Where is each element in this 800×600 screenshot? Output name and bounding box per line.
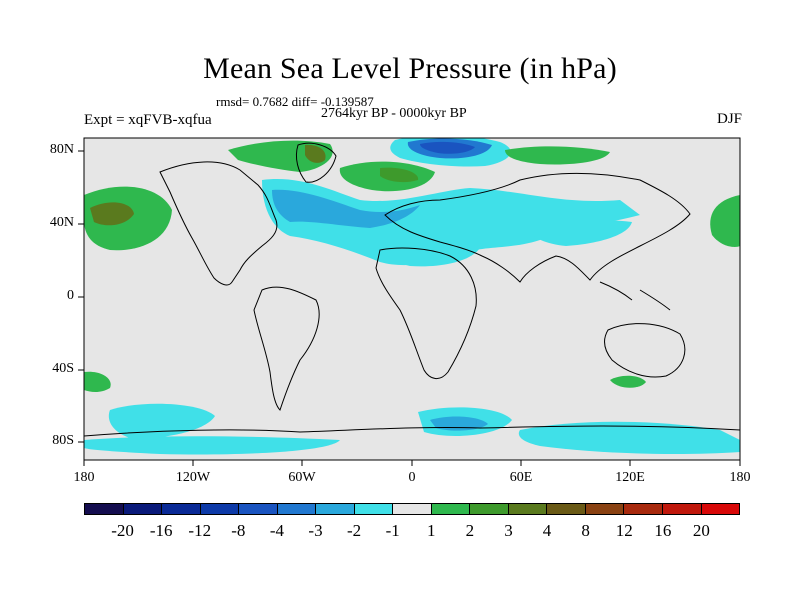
- colorbar-swatch: [662, 504, 702, 514]
- x-tick-60w: 60W: [288, 470, 316, 485]
- antarctic-low-band-west: [84, 436, 340, 455]
- colorbar-label: -8: [231, 521, 246, 540]
- australia-coast: [604, 323, 686, 378]
- colorbar-label: -2: [347, 521, 362, 540]
- southeast-asia-islands: [599, 281, 671, 311]
- colorbar-swatch: [162, 504, 201, 514]
- antarctic-coast-low: [518, 421, 740, 454]
- antarctica-coast: [84, 425, 740, 437]
- colorbar-swatch: [200, 504, 240, 514]
- north-pacific-high-core: [90, 202, 134, 226]
- y-tick-0: 0: [67, 288, 74, 303]
- colorbar-label: 4: [542, 521, 552, 540]
- scandinavia-high-core: [380, 167, 419, 183]
- colorbar-label: -12: [188, 521, 212, 540]
- colorbar-swatch: [508, 504, 548, 514]
- siberia-high: [505, 146, 610, 165]
- colorbar-label: 16: [654, 521, 672, 540]
- colorbar-swatch: [239, 504, 278, 514]
- colorbar-swatch: [701, 504, 740, 514]
- colorbar-label: 20: [692, 521, 710, 540]
- season-label: DJF: [716, 111, 742, 127]
- colorbar-swatch: [585, 504, 625, 514]
- stats-text: rmsd= 0.7682 diff= -0.139587: [216, 94, 374, 109]
- colorbar-label: -1: [385, 521, 400, 540]
- x-tick-120e: 120E: [615, 470, 645, 485]
- north-pacific-high-east: [710, 195, 740, 247]
- greenland-coast: [295, 142, 337, 183]
- y-tick-40n: 40N: [49, 215, 74, 230]
- south-pacific-high: [84, 371, 111, 392]
- south-indian-high: [610, 375, 646, 388]
- colorbar-label: -4: [269, 521, 285, 540]
- colorbar-label: -16: [149, 521, 173, 540]
- greenland-high-core: [305, 144, 326, 163]
- colorbar: [84, 503, 740, 515]
- africa-coast: [375, 247, 477, 379]
- x-tick-120w: 120W: [175, 470, 211, 485]
- coastlines: [84, 142, 740, 437]
- experiment-label: Expt = xqFVB-xqfua: [84, 112, 212, 128]
- colorbar-label: -3: [308, 521, 323, 540]
- x-tick-60e: 60E: [509, 470, 533, 485]
- y-tick-80n: 80N: [49, 142, 74, 157]
- tick-marks: [78, 150, 741, 466]
- arctic-low-core: [420, 141, 475, 154]
- colorbar-swatch: [431, 504, 471, 514]
- y-tick-40s: 40S: [52, 361, 74, 376]
- colorbar-swatch: [354, 504, 394, 514]
- y-tick-80s: 80S: [52, 433, 74, 448]
- x-tick-180w: 180: [73, 470, 95, 485]
- colorbar-label: 12: [615, 521, 633, 540]
- pressure-field: [84, 138, 740, 455]
- colorbar-label: -20: [111, 521, 134, 540]
- south-america-coast: [253, 286, 320, 411]
- east-asia-low: [530, 220, 632, 246]
- colorbar-label: 1: [427, 521, 436, 540]
- x-tick-180e: 180: [729, 470, 751, 485]
- colorbar-swatch: [316, 504, 355, 514]
- colorbar-swatch: [470, 504, 509, 514]
- colorbar-swatch: [624, 504, 663, 514]
- colorbar-swatch: [85, 504, 124, 514]
- colorbar-label: 3: [504, 521, 513, 540]
- north-atlantic-core: [272, 189, 420, 228]
- chart-subtitle: 2764kyr BP - 0000kyr BP: [321, 106, 467, 121]
- eurasia-coast: [384, 172, 691, 283]
- colorbar-label: 2: [465, 521, 475, 540]
- colorbar-swatch: [277, 504, 317, 514]
- chart-title: Mean Sea Level Pressure (in hPa): [203, 52, 617, 85]
- colorbar-label: 8: [581, 521, 590, 540]
- colorbar-swatch: [547, 504, 586, 514]
- colorbar-swatch: [123, 504, 163, 514]
- colorbar-swatch: [393, 504, 432, 514]
- north-atlantic-low: [262, 179, 640, 266]
- southern-ocean-low-west: [108, 403, 215, 439]
- x-tick-0: 0: [408, 470, 416, 485]
- north-america-coast: [159, 161, 278, 286]
